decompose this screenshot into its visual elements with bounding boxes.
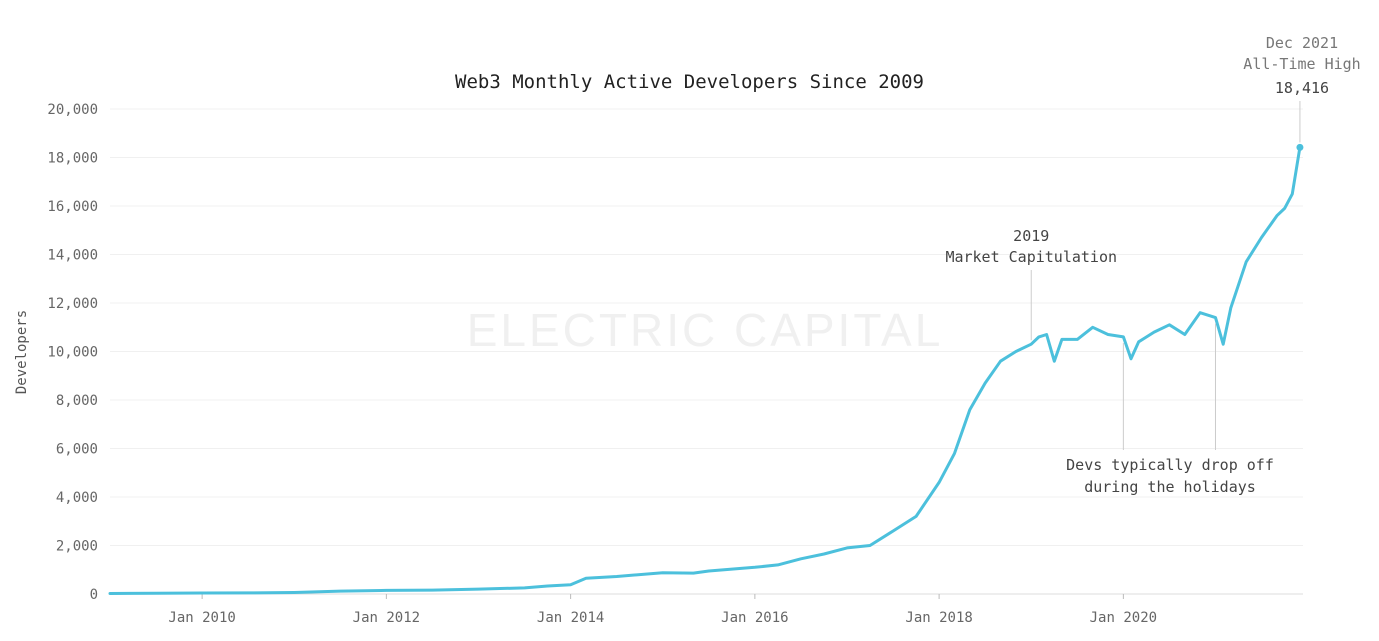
x-tick-label: Jan 2020 [1090, 610, 1157, 626]
annotation-label: Dec 2021 [1266, 34, 1338, 52]
x-axis-ticks: Jan 2010 Jan 2012 Jan 2014 Jan 2016 Jan 2018… [168, 594, 1157, 626]
y-tick-label: 10,000 [47, 345, 98, 361]
annotation-label: 2019 [1013, 227, 1049, 245]
y-tick-label: 14,000 [47, 248, 98, 264]
x-tick-label: Jan 2016 [721, 610, 788, 626]
watermark: ELECTRIC CAPITAL [467, 304, 944, 356]
annotation-label: Devs typically drop off [1066, 456, 1274, 474]
series-group [108, 143, 1304, 595]
y-tick-label: 0 [90, 587, 98, 603]
y-tick-label: 18,000 [47, 151, 98, 167]
y-tick-label: 2,000 [56, 539, 98, 555]
series-endpoint [1296, 143, 1304, 151]
y-tick-label: 8,000 [56, 393, 98, 409]
y-tick-label: 6,000 [56, 442, 98, 458]
annotation-label: 18,416 [1275, 79, 1329, 97]
y-tick-label: 20,000 [47, 102, 98, 118]
x-tick-label: Jan 2010 [168, 610, 235, 626]
annotations: 2019 Market Capitulation Devs typically dr… [945, 34, 1360, 496]
annotation-label: Market Capitulation [945, 248, 1117, 266]
x-tick-label: Jan 2014 [537, 610, 604, 626]
annotation-label: All-Time High [1243, 55, 1360, 73]
annotation-label: during the holidays [1084, 478, 1256, 496]
series-line [108, 145, 1302, 595]
x-tick-label: Jan 2012 [353, 610, 420, 626]
grid-lines [110, 108, 1303, 595]
chart-title: Web3 Monthly Active Developers Since 200… [455, 71, 924, 93]
y-axis-ticks: 0 2,000 4,000 6,000 8,000 10,000 12,000 14,000 1… [47, 102, 98, 603]
y-tick-label: 4,000 [56, 490, 98, 506]
y-tick-label: 16,000 [47, 199, 98, 215]
y-axis-label: Developers [14, 310, 30, 394]
y-tick-label: 12,000 [47, 296, 98, 312]
x-tick-label: Jan 2018 [905, 610, 972, 626]
